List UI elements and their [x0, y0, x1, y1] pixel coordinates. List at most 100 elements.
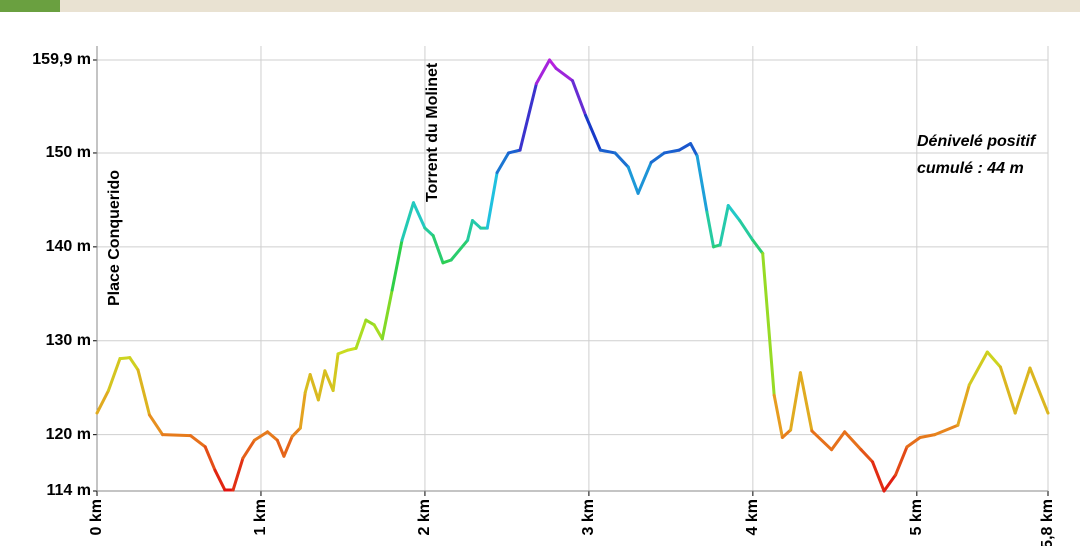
profile-segment — [1028, 366, 1050, 415]
profile-segment — [203, 445, 217, 472]
profile-segment — [106, 357, 122, 393]
profile-segment — [380, 288, 394, 341]
profile-segment — [718, 204, 730, 247]
profile-segment — [662, 148, 681, 155]
profile-segment — [871, 460, 886, 493]
profile-segment — [275, 438, 286, 458]
profile-segment — [372, 323, 384, 341]
profile-segment — [466, 219, 474, 242]
profile-segment — [761, 251, 776, 397]
profile-segment — [323, 369, 335, 393]
profile-segment — [495, 151, 511, 175]
profile-segment — [967, 350, 989, 387]
profile-segment — [933, 423, 960, 437]
y-tick-label: 140 m — [46, 238, 91, 255]
x-tick-label: 3 km — [580, 499, 597, 535]
profile-segment — [128, 356, 140, 372]
profile-segment — [470, 219, 483, 230]
profile-segment — [554, 66, 574, 83]
profile-segment — [336, 348, 350, 356]
profile-segment — [290, 426, 302, 439]
profile-segment — [571, 79, 588, 117]
profile-segment — [798, 371, 814, 433]
profile-segment — [738, 219, 755, 242]
profile-segment — [894, 445, 909, 477]
profile-segment — [231, 456, 245, 492]
profile-segment — [252, 430, 270, 442]
profile-segment — [998, 365, 1017, 415]
profile-segment — [298, 390, 307, 430]
summary-line: cumulé : 44 m — [917, 160, 1024, 177]
profile-segment — [241, 438, 256, 460]
y-tick-label: 120 m — [46, 426, 91, 443]
profile-segment — [548, 58, 558, 70]
profile-segment — [188, 434, 207, 449]
y-tick-label: 130 m — [46, 332, 91, 349]
x-tick-label: 1 km — [252, 499, 269, 535]
profile-segment — [905, 435, 922, 449]
x-tick-label: 5 km — [908, 499, 925, 535]
profile-segment — [613, 151, 630, 169]
profile-segment — [830, 430, 847, 452]
profile-segment — [161, 433, 192, 438]
profile-segment — [331, 352, 340, 393]
map-strip — [0, 0, 1080, 12]
summary-line: Dénivelé positif — [917, 133, 1037, 150]
profile-segment — [303, 373, 312, 394]
profile-segment — [534, 58, 552, 85]
profile-segment — [751, 238, 765, 255]
profile-segment — [390, 238, 404, 292]
profile-segment — [213, 468, 227, 492]
profile-segment — [780, 428, 793, 439]
profile-segment — [584, 113, 602, 152]
profile-segment — [1013, 366, 1032, 415]
profile-segment — [147, 413, 165, 437]
profile-segment — [789, 371, 802, 432]
profile-segment — [423, 226, 435, 238]
profile-segment — [136, 368, 151, 417]
x-tick-label: 4 km — [744, 499, 761, 535]
y-tick-label: 159,9 m — [32, 51, 91, 68]
profile-segment — [985, 350, 1002, 369]
profile-segment — [882, 473, 898, 493]
profile-segment — [411, 201, 427, 230]
profile-segment — [95, 389, 110, 415]
profile-segment — [956, 383, 971, 427]
profile-segment — [364, 318, 376, 327]
profile-segment — [859, 448, 875, 464]
profile-segment — [689, 142, 699, 158]
profile-segment — [626, 165, 640, 195]
profile-segment — [772, 393, 784, 439]
profile-segment — [507, 148, 522, 155]
profile-segment — [726, 204, 742, 223]
profile-segment — [518, 81, 538, 152]
profile-segment — [598, 148, 617, 155]
map-strip-green — [0, 0, 60, 12]
x-tick-label: 5,8 km — [1039, 499, 1056, 546]
profile-segment — [636, 160, 653, 195]
profile-segment — [677, 142, 693, 152]
profile-segment — [485, 171, 499, 230]
y-tick-label: 114 m — [47, 482, 91, 499]
x-tick-label: 0 km — [88, 499, 105, 535]
profile-segment — [918, 433, 937, 439]
y-tick-label: 150 m — [46, 144, 91, 161]
profile-segment — [400, 201, 415, 242]
profile-segment — [705, 210, 716, 249]
annotation: Place Conquerido — [106, 170, 123, 306]
profile-segment — [282, 435, 294, 458]
profile-segment — [810, 429, 834, 452]
profile-segment — [316, 369, 327, 402]
profile-segment — [843, 430, 863, 452]
profile-segment — [695, 154, 709, 214]
profile-segment — [118, 356, 132, 361]
profile-segment — [431, 234, 445, 265]
x-tick-label: 2 km — [416, 499, 433, 535]
profile-segment — [449, 238, 470, 262]
annotation: Torrent du Molinet — [424, 62, 441, 202]
profile-segment — [308, 373, 320, 402]
profile-segment — [649, 151, 666, 164]
profile-segment — [354, 318, 368, 350]
profile-segment — [266, 430, 279, 442]
